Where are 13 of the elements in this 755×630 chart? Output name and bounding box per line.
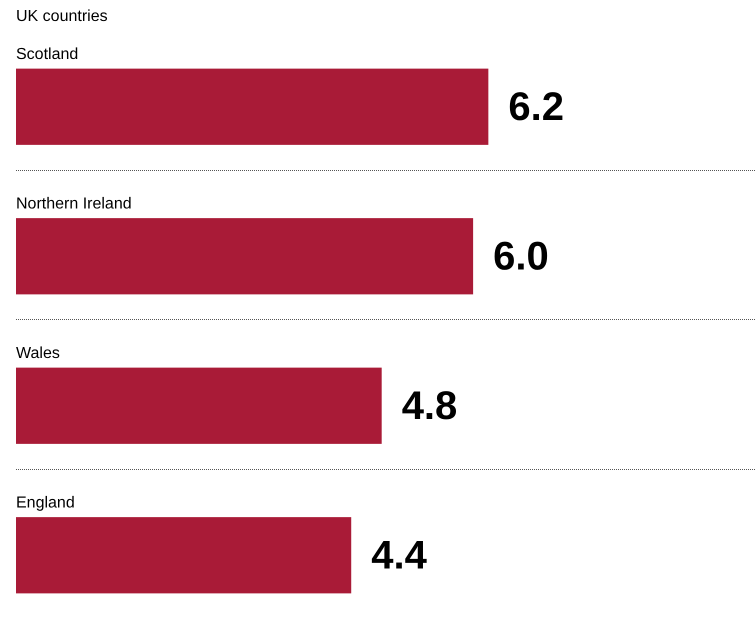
- text: UK countries: [16, 8, 108, 26]
- y-tick-label: England: [16, 494, 75, 512]
- data-label: 4.8: [402, 384, 458, 428]
- y-tick-label: Wales: [16, 345, 60, 362]
- bar: [16, 218, 474, 294]
- y-tick-label: Northern Ireland: [16, 196, 132, 213]
- data-label: 6.2: [508, 84, 564, 129]
- data-label: 6.0: [493, 234, 549, 278]
- bar: [16, 517, 352, 594]
- bar: [16, 68, 488, 145]
- bar: [16, 368, 382, 444]
- y-tick-label: Scotland: [16, 46, 78, 64]
- data-label: 4.4: [371, 533, 428, 578]
